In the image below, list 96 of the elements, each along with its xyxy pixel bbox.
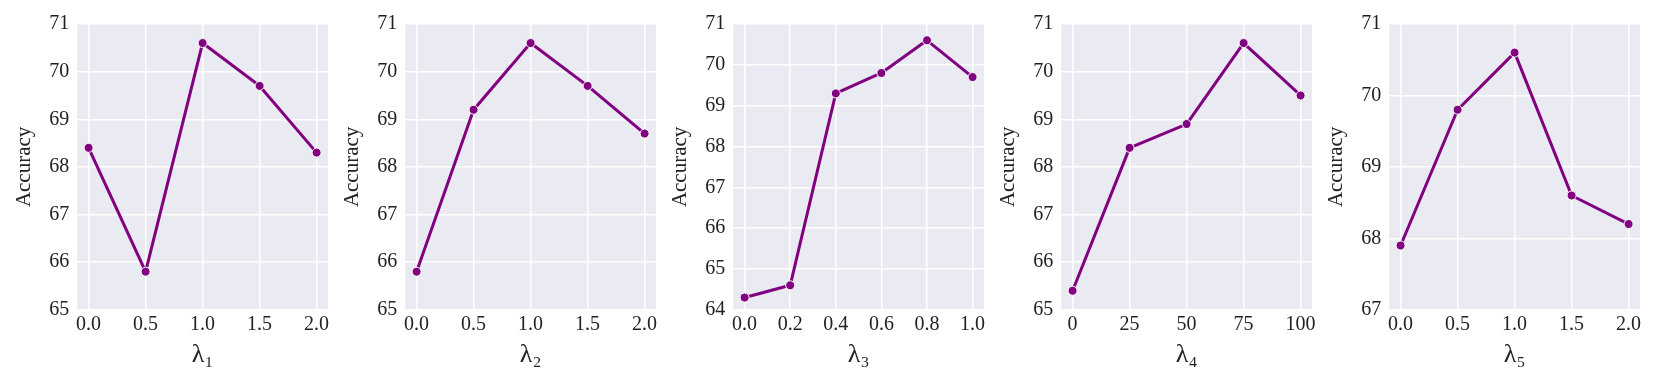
- y-tick-label: 70: [1361, 82, 1382, 105]
- x-tick-label: 100: [1285, 312, 1316, 335]
- y-tick-label: 68: [377, 154, 398, 177]
- point: [967, 72, 978, 83]
- x-axis-title: λ₅: [1503, 339, 1526, 369]
- point: [876, 67, 887, 78]
- point: [1566, 190, 1577, 201]
- y-tick-label: 70: [1033, 58, 1054, 81]
- y-tick-label: 66: [49, 249, 70, 272]
- point: [1124, 142, 1135, 153]
- y-tick-label: 66: [377, 249, 398, 272]
- x-tick-label: 0.0: [76, 312, 102, 335]
- point: [1395, 240, 1406, 251]
- y-tick-label: 69: [49, 106, 70, 129]
- y-tick-label: 67: [1033, 201, 1054, 224]
- point: [830, 88, 841, 99]
- x-tick-label: 2.0: [632, 312, 658, 335]
- x-tick-label: 1.5: [1559, 312, 1585, 335]
- x-axis-title: λ₂: [519, 339, 542, 369]
- point: [197, 38, 208, 49]
- x-tick-label: 2.0: [304, 312, 330, 335]
- point: [83, 142, 94, 153]
- y-tick-label: 65: [49, 297, 70, 320]
- y-tick-label: 71: [49, 11, 70, 34]
- point: [1238, 38, 1249, 49]
- y-tick-label: 67: [705, 174, 726, 197]
- x-tick-label: 1.0: [1502, 312, 1528, 335]
- y-axis-title: Accuracy: [11, 126, 36, 208]
- y-tick-label: 68: [1361, 225, 1382, 248]
- x-tick-label: 0.5: [461, 312, 487, 335]
- y-tick-label: 71: [1361, 11, 1382, 34]
- y-tick-label: 71: [1033, 11, 1054, 34]
- y-tick-label: 65: [705, 256, 726, 279]
- x-tick-label: 1.5: [247, 312, 273, 335]
- point: [1295, 90, 1306, 101]
- point: [1623, 219, 1634, 230]
- x-tick-label: 0.4: [823, 312, 849, 335]
- y-tick-label: 65: [1033, 297, 1054, 320]
- y-tick-label: 68: [705, 133, 726, 156]
- point: [1067, 285, 1078, 296]
- x-tick-label: 75: [1233, 312, 1254, 335]
- y-tick-label: 69: [1033, 106, 1054, 129]
- x-axis-title: λ₄: [1175, 339, 1198, 369]
- x-tick-label: 1.0: [518, 312, 544, 335]
- y-tick-label: 67: [49, 201, 70, 224]
- x-tick-label: 0.5: [1445, 312, 1471, 335]
- x-axis-title: λ₃: [847, 339, 870, 369]
- x-tick-label: 25: [1119, 312, 1140, 335]
- y-tick-label: 66: [1033, 249, 1054, 272]
- y-tick-label: 64: [705, 297, 726, 320]
- point: [140, 266, 151, 277]
- y-tick-label: 70: [377, 58, 398, 81]
- y-axis-title: Accuracy: [1323, 126, 1348, 208]
- point: [582, 80, 593, 91]
- point: [1452, 104, 1463, 115]
- y-tick-label: 68: [1033, 154, 1054, 177]
- y-tick-label: 67: [1361, 297, 1382, 320]
- x-tick-label: 0.0: [732, 312, 758, 335]
- x-tick-label: 2.0: [1616, 312, 1642, 335]
- y-axis-title: Accuracy: [339, 126, 364, 208]
- y-tick-label: 69: [1361, 154, 1382, 177]
- x-tick-label: 0.0: [404, 312, 430, 335]
- point: [525, 38, 536, 49]
- x-tick-label: 0.2: [777, 312, 803, 335]
- x-tick-label: 1.0: [960, 312, 986, 335]
- y-axis-title: Accuracy: [667, 126, 692, 208]
- y-axis-title: Accuracy: [995, 126, 1020, 208]
- x-axis-title: λ₁: [191, 339, 214, 369]
- x-tick-label: 0: [1067, 312, 1078, 335]
- y-tick-label: 69: [705, 92, 726, 115]
- point: [468, 104, 479, 115]
- y-tick-label: 67: [377, 201, 398, 224]
- point: [739, 292, 750, 303]
- point: [639, 128, 650, 139]
- point: [1509, 47, 1520, 58]
- x-tick-label: 0.8: [914, 312, 940, 335]
- point: [254, 80, 265, 91]
- point: [311, 147, 322, 158]
- point: [411, 266, 422, 277]
- point: [1181, 119, 1192, 130]
- x-tick-label: 1.0: [190, 312, 216, 335]
- x-tick-label: 0.6: [868, 312, 894, 335]
- x-tick-label: 1.5: [575, 312, 601, 335]
- y-tick-label: 70: [49, 58, 70, 81]
- point: [922, 35, 932, 46]
- y-tick-label: 70: [705, 52, 726, 75]
- y-tick-label: 71: [705, 11, 726, 34]
- y-tick-label: 68: [49, 154, 70, 177]
- y-tick-label: 69: [377, 106, 398, 129]
- x-tick-label: 50: [1176, 312, 1197, 335]
- y-tick-label: 71: [377, 11, 398, 34]
- y-tick-label: 65: [377, 297, 398, 320]
- point: [785, 280, 796, 291]
- y-tick-label: 66: [705, 215, 726, 238]
- x-tick-label: 0.5: [133, 312, 159, 335]
- x-tick-label: 0.0: [1388, 312, 1414, 335]
